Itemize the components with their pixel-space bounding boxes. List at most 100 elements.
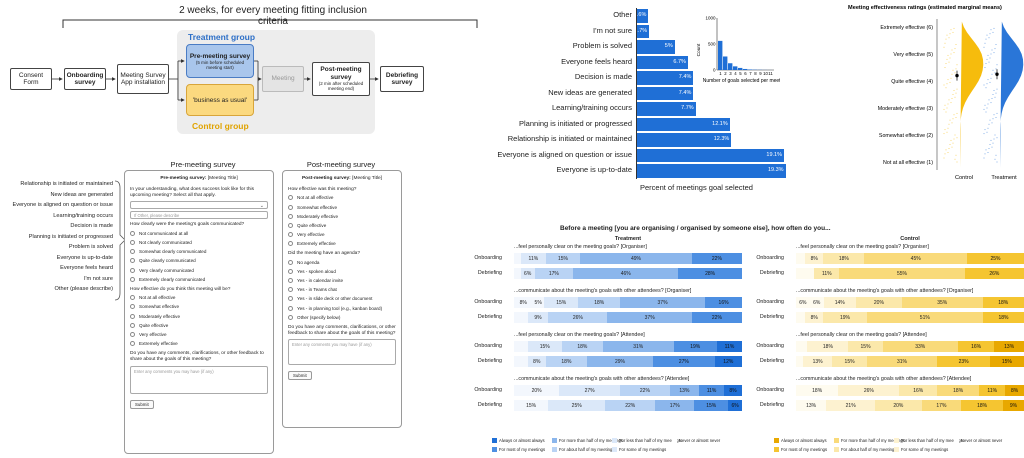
eff-point [991,122,993,124]
post-submit-button[interactable]: Submit [288,371,312,381]
pre-q3-options: Not at all effective Somewhat effective Mo… [125,293,273,348]
radio-icon[interactable] [288,259,293,265]
eff-point [951,73,953,75]
eff-point [988,123,990,125]
goal-bar-value: 7.4% [678,89,692,96]
eff-mean [955,73,959,78]
stacked-segment: 27% [559,385,621,396]
radio-icon[interactable] [130,341,135,347]
row-label: Onboarding [474,255,502,261]
eff-point [954,96,956,98]
eff-point [995,116,997,118]
clarity-option[interactable]: Somewhat clearly communicated [125,247,273,256]
expected-effectiveness-option[interactable]: Extremely effective [125,339,273,348]
effectiveness-option[interactable]: Extremely effective [283,239,401,248]
radio-icon[interactable] [130,322,135,328]
radio-icon[interactable] [288,314,293,320]
radio-icon[interactable] [130,249,135,255]
hist-tick-label: 4 [734,71,737,76]
stacked-segment: 8% [805,312,824,323]
eff-point [984,153,986,155]
clarity-option[interactable]: Quite clearly communicated [125,256,273,265]
goal-bar [636,117,730,131]
effectiveness-option[interactable]: Very effective [283,230,401,239]
radio-icon[interactable] [288,278,293,284]
clarity-option[interactable]: Extremely clearly communicated [125,275,273,284]
eff-point [950,53,952,55]
stacked-segment: 26% [548,312,608,323]
row-label: Onboarding [474,299,502,305]
stacked-row: 13% 15% 31% 23% 15% [796,356,1024,367]
goal-bar-chart: Other 1.6% I'm not sure 1.7% Problem is solv… [440,8,800,198]
radio-icon[interactable] [288,241,293,247]
radio-icon[interactable] [130,276,135,282]
agenda-option[interactable]: Yes - in Teams chat [283,285,401,294]
clarity-option[interactable]: Very clearly communicated [125,265,273,274]
other-input[interactable]: If Other, please describe [130,211,268,220]
goal-item: Other (please describe) [54,286,113,292]
radio-icon[interactable] [288,305,293,311]
radio-icon[interactable] [288,204,293,210]
eff-point [990,53,992,55]
radio-icon[interactable] [130,230,135,236]
expected-effectiveness-option[interactable]: Somewhat effective [125,302,273,311]
radio-icon[interactable] [130,267,135,273]
radio-icon[interactable] [288,222,293,228]
clarity-option[interactable]: Not clearly communicated [125,238,273,247]
expected-effectiveness-option[interactable]: Moderately effective [125,311,273,320]
radio-icon[interactable] [130,258,135,264]
stacked-segment: 13% [796,400,827,411]
post-comment-textarea[interactable]: Enter any comments you may have (if any) [288,339,396,366]
agenda-option[interactable]: Yes - spoken aloud [283,267,401,276]
pre-comment-textarea[interactable]: Enter any comments you may have (if any) [130,365,268,394]
agenda-option[interactable]: Yes - in planning tool (e.g., kanban boa… [283,304,401,313]
clarity-option[interactable]: Not communicated at all [125,229,273,238]
post-survey-heading: Post-meeting survey [306,160,376,169]
radio-icon[interactable] [288,213,293,219]
effectiveness-option[interactable]: Quite effective [283,221,401,230]
expected-effectiveness-option[interactable]: Quite effective [125,321,273,330]
stacked-segment: 18% [937,385,980,396]
goal-select[interactable]: ⌄ [130,201,268,210]
effectiveness-option[interactable]: Not at all effective [283,193,401,202]
eff-point [985,62,987,64]
flow-span-label: 2 weeks, for every meeting fitting inclu… [179,5,367,27]
radio-icon[interactable] [288,296,293,302]
agenda-option[interactable]: Yes - in calendar invite [283,276,401,285]
hist-tick-label: 10 [763,71,768,76]
eff-point [956,64,958,66]
option-label: Yes - in Teams chat [297,287,337,293]
radio-icon[interactable] [288,287,293,293]
radio-icon[interactable] [130,331,135,337]
radio-icon[interactable] [130,313,135,319]
radio-icon[interactable] [130,239,135,245]
effectiveness-option[interactable]: Somewhat effective [283,202,401,211]
stacked-segment [514,312,528,323]
eff-point [947,79,949,81]
post-survey-header: Post-meeting survey: [Meeting Title] [283,171,401,181]
eff-point [990,77,992,79]
eff-point [984,104,986,106]
radio-icon[interactable] [288,268,293,274]
radio-icon[interactable] [288,232,293,238]
hist-bar [733,66,738,70]
goal-bar [636,133,732,147]
stacked-row: 8% 19% 51% 18% [796,312,1024,323]
eff-level-label: Extremely effective (6) [880,25,933,31]
post-survey-header-label: Post-meeting survey: [301,176,351,181]
expected-effectiveness-option[interactable]: Not at all effective [125,293,273,302]
radio-icon[interactable] [130,295,135,301]
eff-point [983,157,985,159]
expected-effectiveness-option[interactable]: Very effective [125,330,273,339]
radio-icon[interactable] [130,304,135,310]
agenda-option[interactable]: No agenda [283,258,401,267]
pre-submit-button[interactable]: Submit [130,399,154,409]
stacked-segment: 37% [619,297,706,308]
effectiveness-option[interactable]: Moderately effective [283,212,401,221]
agenda-option[interactable]: Other (specify below) [283,313,401,322]
stacked-segment: 20% [875,400,922,411]
eff-point [996,137,998,139]
agenda-option[interactable]: Yes - in slide deck or other document [283,294,401,303]
stacked-segment: 31% [866,356,938,367]
radio-icon[interactable] [288,195,293,201]
